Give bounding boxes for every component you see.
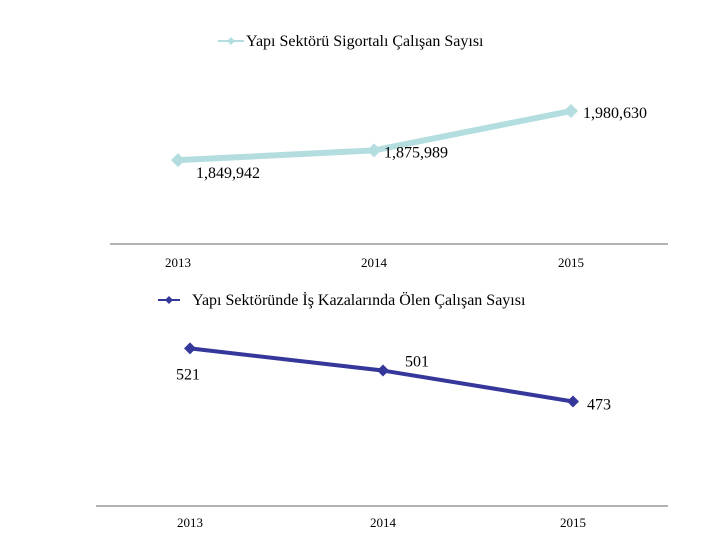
data-point xyxy=(564,104,578,119)
legend-marker xyxy=(227,37,235,45)
data-label: 473 xyxy=(587,397,611,414)
x-tick-label: 2013 xyxy=(165,255,191,270)
x-tick-label: 2014 xyxy=(370,515,397,530)
data-point xyxy=(567,395,579,408)
data-point xyxy=(171,153,185,168)
data-label: 1,875,989 xyxy=(384,144,448,161)
data-label: 1,849,942 xyxy=(196,165,260,182)
x-tick-label: 2013 xyxy=(177,515,203,530)
legend-marker xyxy=(165,296,173,304)
data-label: 1,980,630 xyxy=(583,105,647,122)
data-point xyxy=(367,143,381,158)
x-tick-label: 2014 xyxy=(361,255,388,270)
data-point xyxy=(377,364,389,377)
legend-label: Yapı Sektörü Sigortalı Çalışan Sayısı xyxy=(246,33,484,50)
chart-1: 2013 2014 2015 Yapı Sektörü Sigortalı Çalış… xyxy=(110,33,668,270)
data-point xyxy=(184,342,196,355)
data-label: 521 xyxy=(176,366,200,383)
legend-label: Yapı Sektöründe İş Kazalarında Ölen Çalı… xyxy=(192,291,526,309)
data-label: 501 xyxy=(405,354,429,371)
x-tick-label: 2015 xyxy=(558,255,584,270)
legend: Yapı Sektöründe İş Kazalarında Ölen Çalı… xyxy=(158,291,526,309)
chart-2: 2013 2014 2015 Yapı Sektöründe İş Kazaların… xyxy=(96,291,668,530)
legend: Yapı Sektörü Sigortalı Çalışan Sayısı xyxy=(218,33,484,50)
x-tick-label: 2015 xyxy=(560,515,586,530)
